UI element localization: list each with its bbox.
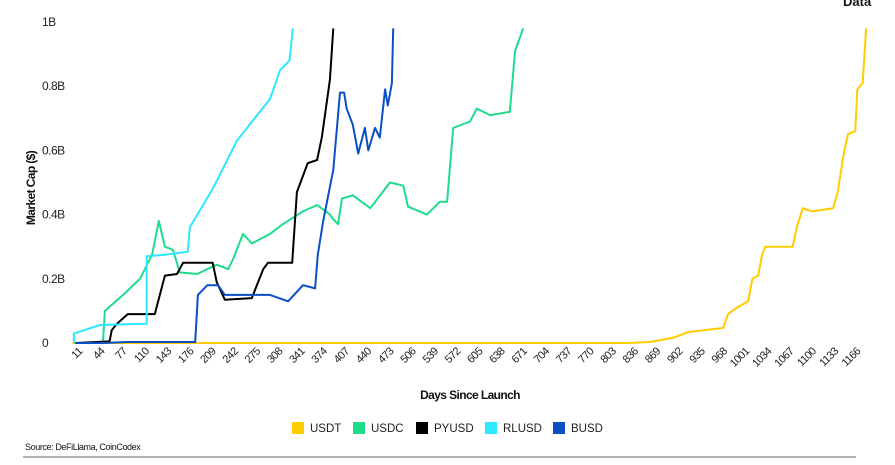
y-tick-label: 0.2B [42,272,65,286]
corner-header-text: Data [843,0,872,9]
y-tick-label: 0.4B [42,208,65,222]
x-tick-label: 935 [687,345,708,366]
x-tick-label: 77 [113,345,130,362]
x-tick-label: 1166 [840,345,864,369]
legend-label: PYUSD [434,423,474,435]
legend-item-usdt[interactable]: USDT [292,422,341,435]
legend-label: USDT [310,423,341,435]
series-lines [72,28,868,344]
x-tick-label: 1034 [750,345,774,369]
x-tick-label: 572 [443,345,464,366]
x-axis-title: Days Since Launch [420,388,520,402]
y-axis: 0 0.2B 0.4B 0.6B 0.8B 1B [42,15,66,350]
y-tick-label: 1B [42,15,56,29]
x-tick-label: 110 [132,345,152,365]
legend-swatch [292,422,304,434]
x-tick-label: 1001 [728,345,752,369]
y-tick-label: 0 [42,336,49,350]
source-note: Source: DeFiLlama, CoinCodex [25,442,141,452]
y-tick-label: 0.8B [42,79,65,93]
x-tick-label: 737 [554,345,575,366]
x-tick-label: 242 [221,345,242,366]
x-tick-label: 803 [598,345,619,366]
series-line-usdt [72,28,868,344]
legend-swatch [553,422,565,434]
x-tick-label: 44 [91,345,108,362]
x-tick-label: 341 [287,345,308,366]
series-line-busd [75,28,395,344]
x-tick-label: 869 [643,345,664,366]
series-line-rlusd [72,28,294,343]
x-tick-label: 275 [243,345,264,366]
x-tick-label: 902 [665,345,686,366]
y-axis-title: Market Cap ($) [24,150,38,225]
x-tick-label: 704 [532,345,553,366]
x-tick-label: 671 [510,345,531,366]
y-tick-label: 0.6B [42,143,65,157]
x-axis: 11 44 77 110 143 176 209 242 275 308 341 374 407 440 4… [69,345,863,369]
legend-swatch [416,422,428,434]
x-tick-label: 605 [465,345,486,366]
x-tick-label: 770 [576,345,597,366]
legend-swatch [353,422,365,434]
x-tick-label: 308 [265,345,286,366]
series-line-usdc [101,28,525,344]
legend-label: RLUSD [503,423,542,435]
x-tick-label: 407 [332,345,353,366]
x-tick-label: 176 [176,345,197,366]
x-tick-label: 506 [398,345,419,366]
legend-item-pyusd[interactable]: PYUSD [416,422,474,435]
x-tick-label: 374 [309,345,330,366]
x-tick-label: 209 [198,345,219,366]
legend-label: USDC [371,423,404,435]
legend-item-rlusd[interactable]: RLUSD [485,422,542,435]
x-tick-label: 836 [621,345,642,366]
x-tick-label: 1067 [772,345,796,369]
x-tick-label: 143 [154,345,175,366]
x-tick-label: 11 [69,345,85,361]
x-tick-label: 638 [487,345,508,366]
legend-swatch [485,422,497,434]
legend-label: BUSD [571,423,603,435]
x-tick-label: 968 [710,345,731,366]
x-tick-label: 440 [354,345,375,366]
x-tick-label: 1133 [817,345,841,369]
legend: USDT USDC PYUSD RLUSD BUSD [292,422,603,435]
legend-item-busd[interactable]: BUSD [553,422,603,435]
x-tick-label: 473 [376,345,397,366]
x-tick-label: 539 [421,345,442,366]
x-tick-label: 1100 [795,345,819,369]
legend-item-usdc[interactable]: USDC [353,422,404,435]
series-line-pyusd [75,28,335,344]
